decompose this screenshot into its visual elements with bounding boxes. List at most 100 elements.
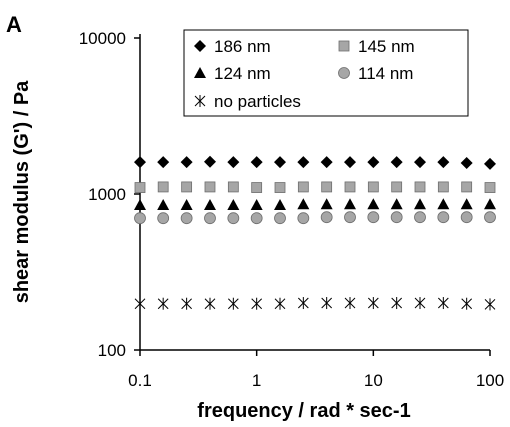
data-point <box>204 181 216 193</box>
data-point <box>391 297 403 310</box>
data-point <box>344 156 357 169</box>
data-point <box>437 156 450 169</box>
data-point <box>227 297 239 310</box>
data-point <box>460 211 473 224</box>
data-point <box>157 297 169 310</box>
legend-box <box>183 29 469 117</box>
legend-marker <box>338 67 350 79</box>
data-point <box>320 198 333 210</box>
legend-label: 145 nm <box>358 37 415 56</box>
data-point <box>390 198 403 210</box>
data-point <box>437 198 450 210</box>
x-tick-label: 100 <box>476 371 504 390</box>
data-point <box>460 157 473 170</box>
data-point <box>180 212 193 225</box>
data-point <box>391 181 403 193</box>
data-point <box>484 211 496 224</box>
x-axis-label: frequency / rad * sec-1 <box>197 400 410 422</box>
y-tick-label: 100 <box>98 341 126 360</box>
data-point <box>344 181 356 193</box>
data-point <box>227 181 239 193</box>
legend-marker <box>194 67 206 78</box>
data-point <box>414 297 426 310</box>
data-point <box>461 181 473 193</box>
data-point <box>297 297 309 310</box>
legend-label: 124 nm <box>214 64 271 83</box>
y-axis-label: shear modulus (G') / Pa <box>11 80 33 303</box>
legend-marker <box>194 95 206 107</box>
data-point <box>321 181 333 193</box>
data-point <box>180 199 193 211</box>
data-point <box>344 198 357 210</box>
data-point <box>437 211 450 224</box>
x-tick-label: 10 <box>364 371 383 390</box>
data-point <box>367 198 380 210</box>
legend-marker <box>194 40 206 52</box>
legend-marker <box>338 40 350 52</box>
series-114-nm <box>134 211 496 225</box>
data-point <box>484 157 496 170</box>
data-point <box>414 198 427 210</box>
data-point <box>437 297 449 310</box>
y-tick-label: 10000 <box>79 29 126 48</box>
data-point <box>320 211 333 224</box>
data-point <box>344 211 356 224</box>
data-point <box>250 212 263 225</box>
data-point <box>274 182 286 193</box>
data-point <box>390 211 403 224</box>
data-point <box>414 156 427 169</box>
data-point <box>367 156 380 169</box>
data-point <box>274 199 287 211</box>
data-point <box>227 199 240 211</box>
data-point <box>297 198 310 210</box>
data-point <box>134 199 146 211</box>
data-point <box>484 198 496 210</box>
data-point <box>204 297 216 310</box>
data-point <box>203 199 216 211</box>
data-point <box>460 198 473 210</box>
data-point <box>157 199 170 211</box>
data-point <box>134 156 146 169</box>
data-point <box>367 211 380 224</box>
legend: 186 nm 145 nm 124 nm 114 nm no particles <box>183 29 469 117</box>
data-marks <box>134 155 496 311</box>
series-186-nm <box>134 155 496 170</box>
data-point <box>157 156 170 169</box>
x-tick-label: 1 <box>252 371 261 390</box>
series-145-nm <box>134 181 496 193</box>
data-point <box>204 212 216 225</box>
data-point <box>203 155 216 168</box>
data-point <box>437 181 449 193</box>
series-124-nm <box>134 198 496 211</box>
data-point <box>157 212 170 225</box>
data-point <box>414 211 426 224</box>
data-point <box>484 182 496 193</box>
data-point <box>134 297 146 310</box>
data-point <box>181 297 192 310</box>
y-tick-label: 1000 <box>88 185 126 204</box>
panel-label: A <box>6 12 22 37</box>
data-point <box>297 181 309 193</box>
data-point <box>227 156 240 169</box>
data-point <box>251 182 263 193</box>
data-point <box>274 212 286 225</box>
data-point <box>157 181 169 193</box>
series-no-particles <box>134 297 496 311</box>
data-point <box>274 297 286 310</box>
data-point <box>344 297 356 310</box>
data-point <box>180 156 193 169</box>
legend-label: no particles <box>214 92 301 111</box>
data-point <box>250 156 263 169</box>
data-point <box>390 156 403 169</box>
ticks: 100 1000 10000 0.1 1 10 100 <box>79 29 504 390</box>
data-point <box>250 199 263 211</box>
x-tick-label: 0.1 <box>128 371 152 390</box>
data-point <box>251 297 263 310</box>
data-point <box>484 298 496 311</box>
data-point <box>297 156 310 169</box>
data-point <box>134 182 146 193</box>
data-point <box>274 156 287 169</box>
data-point <box>461 297 473 310</box>
legend-label: 186 nm <box>214 37 271 56</box>
